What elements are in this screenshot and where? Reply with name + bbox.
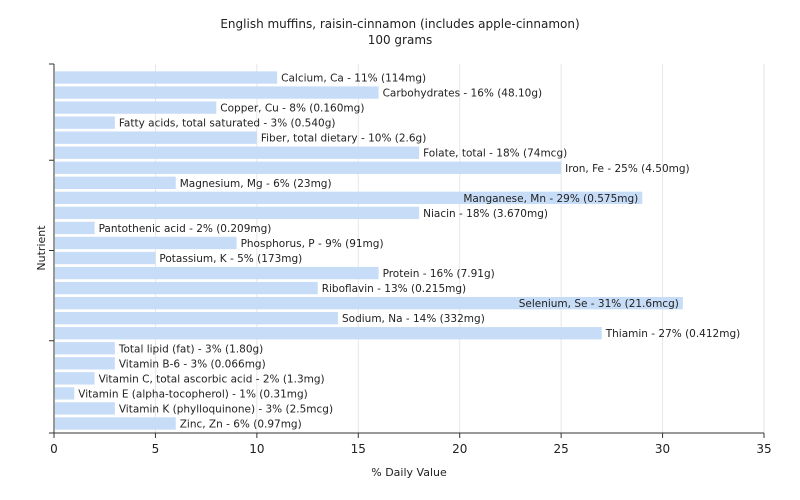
bar <box>55 221 95 235</box>
bar <box>55 251 156 265</box>
bar <box>55 312 338 325</box>
bar <box>55 176 176 189</box>
bar <box>55 86 379 99</box>
bar <box>55 357 115 370</box>
bar <box>55 417 176 430</box>
x-tick-label: 30 <box>655 442 670 456</box>
bar <box>55 146 420 159</box>
bar-label: Sodium, Na - 14% (332mg) <box>342 313 485 325</box>
bar-label: Niacin - 18% (3.670mg) <box>423 208 548 220</box>
bar-label: Riboflavin - 13% (0.215mg) <box>322 283 466 295</box>
bar-label: Vitamin C, total ascorbic acid - 2% (1.3… <box>99 373 325 385</box>
bars-group <box>55 71 683 430</box>
bar-label: Zinc, Zn - 6% (0.97mg) <box>180 418 302 430</box>
bar <box>55 71 278 84</box>
bar <box>55 161 562 174</box>
bar <box>55 116 115 129</box>
bar-label: Copper, Cu - 8% (0.160mg) <box>220 103 364 115</box>
axes <box>53 64 764 434</box>
bar-label: Potassium, K - 5% (173mg) <box>159 253 302 265</box>
x-tick-label: 35 <box>756 442 771 456</box>
bar <box>55 296 683 310</box>
bar-label: Manganese, Mn - 29% (0.575mg) <box>463 193 638 205</box>
bar-label: Magnesium, Mg - 6% (23mg) <box>180 178 332 190</box>
bar <box>55 327 602 340</box>
bar-label: Calcium, Ca - 11% (114mg) <box>281 73 426 85</box>
bar-labels-group: Calcium, Ca - 11% (114mg) Carbohydrates -… <box>78 73 740 431</box>
x-tick-label: 0 <box>50 442 58 456</box>
x-tick-label: 10 <box>249 442 264 456</box>
bar-label: Thiamin - 27% (0.412mg) <box>605 328 741 340</box>
bar-label: Carbohydrates - 16% (48.10g) <box>383 88 543 100</box>
bar-label: Vitamin K (phylloquinone) - 3% (2.5mcg) <box>119 403 333 415</box>
bar-label: Pantothenic acid - 2% (0.209mg) <box>99 223 272 235</box>
bar <box>55 372 95 385</box>
x-tick-label: 25 <box>554 442 569 456</box>
bar-label: Vitamin E (alpha-tocopherol) - 1% (0.31m… <box>78 388 308 400</box>
x-axis-label: % Daily Value <box>371 466 447 479</box>
bar-label: Phosphorus, P - 9% (91mg) <box>241 238 384 250</box>
chart-title: English muffins, raisin-cinnamon (includ… <box>220 17 579 31</box>
bar <box>55 266 379 280</box>
y-axis-label: Nutrient <box>35 225 48 271</box>
bar <box>55 281 318 295</box>
bar <box>55 236 237 250</box>
bar-label: Total lipid (fat) - 3% (1.80g) <box>118 343 263 355</box>
bar-label: Protein - 16% (7.91g) <box>383 268 495 280</box>
bar <box>55 206 420 220</box>
grid-lines <box>154 64 765 433</box>
bar <box>55 342 115 355</box>
bar <box>55 131 257 144</box>
bar <box>55 387 75 400</box>
bar-label: Selenium, Se - 31% (21.6mcg) <box>519 298 679 310</box>
x-tick-label: 20 <box>452 442 467 456</box>
bar <box>55 101 217 114</box>
bar-label: Fiber, total dietary - 10% (2.6g) <box>261 133 426 145</box>
bar-label: Fatty acids, total saturated - 3% (0.540… <box>119 118 336 130</box>
bar <box>55 191 643 205</box>
bar <box>55 402 115 415</box>
x-tick-label: 15 <box>351 442 366 456</box>
x-ticks-group: 0 5 10 15 20 25 30 35 <box>49 63 772 456</box>
bar-label: Folate, total - 18% (74mcg) <box>423 148 567 160</box>
bar-label: Vitamin B-6 - 3% (0.066mg) <box>119 358 266 370</box>
chart-subtitle: 100 grams <box>368 33 433 47</box>
bar-label: Iron, Fe - 25% (4.50mg) <box>565 163 689 175</box>
x-tick-label: 5 <box>152 442 160 456</box>
